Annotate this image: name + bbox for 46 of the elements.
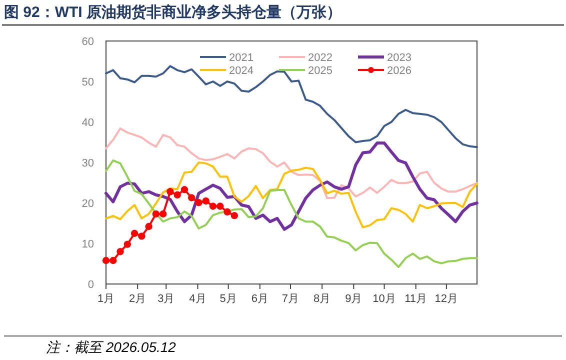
point: [152, 210, 160, 218]
point: [138, 232, 146, 240]
y-tick-label: 60: [82, 36, 94, 48]
point: [230, 212, 238, 220]
point: [110, 256, 117, 264]
legend-label: 2025: [308, 65, 332, 77]
point: [124, 240, 132, 248]
point: [202, 197, 210, 205]
x-tick-label: 5月: [220, 293, 237, 305]
point: [102, 256, 110, 264]
x-tick-label: 4月: [189, 293, 206, 305]
x-tick-label: 7月: [282, 293, 300, 305]
x-tick-label: 9月: [345, 293, 362, 305]
point: [145, 222, 152, 230]
point: [174, 191, 181, 198]
point: [166, 188, 174, 196]
y-tick-label: 0: [88, 279, 94, 291]
x-tick-label: 2月: [129, 293, 146, 305]
y-tick-label: 30: [82, 158, 94, 170]
legend-label: 2022: [308, 52, 332, 64]
point: [180, 186, 188, 194]
x-tick-label: 3月: [158, 293, 175, 305]
x-tick-label: 8月: [314, 293, 331, 305]
point: [209, 202, 217, 210]
point: [216, 202, 224, 210]
chart-title: 图 92：WTI 原油期货非商业净多头持仓量（万张）: [4, 3, 342, 21]
legend-label: 2021: [229, 52, 254, 64]
point: [188, 194, 196, 202]
point: [195, 198, 202, 206]
y-tick-label: 40: [82, 117, 94, 129]
y-tick-label: 20: [82, 198, 94, 210]
legend-label: 2026: [387, 65, 412, 77]
point: [130, 230, 138, 237]
point: [224, 208, 231, 216]
x-tick-label: 11月: [404, 293, 428, 305]
point: [116, 248, 124, 256]
legend-label: 2023: [387, 52, 412, 64]
text: 注：截至 2026.05.12: [46, 339, 176, 355]
legend-label: 2024: [229, 65, 254, 77]
y-tick-label: 50: [82, 76, 94, 88]
y-tick-label: 10: [82, 238, 94, 250]
x-tick-label: 6月: [251, 293, 268, 305]
point: [159, 210, 167, 218]
x-tick-label: 10月: [372, 293, 396, 305]
x-tick-label: 12月: [434, 293, 458, 305]
x-tick-label: 1月: [97, 293, 115, 305]
